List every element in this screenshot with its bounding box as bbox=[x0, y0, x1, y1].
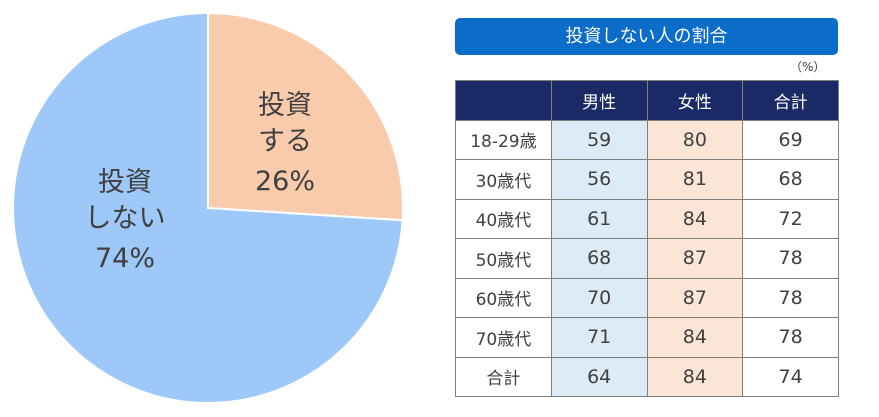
table-cell: 59 bbox=[550, 119, 648, 160]
table-cell: 81 bbox=[646, 159, 744, 200]
table-cell: 78 bbox=[742, 277, 839, 318]
table-cell: 68 bbox=[550, 238, 648, 279]
table-cell: 69 bbox=[742, 119, 839, 160]
table-cell: 84 bbox=[646, 356, 744, 397]
slice-category: 投資 しない bbox=[84, 167, 166, 234]
slice-label: 投資 する 26% bbox=[220, 88, 350, 200]
table-row: 60歳代 70 87 78 bbox=[455, 277, 839, 318]
table: 男性 女性 合計 18-29歳 59 80 69 30歳代 56 81 68 40歳代 61 84 72 50… bbox=[455, 80, 839, 397]
slice-value-label: 26% bbox=[254, 166, 315, 197]
table-cell: 64 bbox=[550, 356, 648, 397]
row-label: 50歳代 bbox=[455, 238, 552, 279]
row-label: 18-29歳 bbox=[455, 119, 552, 160]
table-cell: 78 bbox=[742, 238, 839, 279]
row-label: 30歳代 bbox=[455, 159, 552, 200]
table-row: 40歳代 61 84 72 bbox=[455, 198, 839, 239]
table-cell: 84 bbox=[646, 198, 744, 239]
table-cell: 87 bbox=[646, 238, 744, 279]
table-row: 30歳代 56 81 68 bbox=[455, 159, 839, 200]
header-cell bbox=[455, 80, 552, 121]
row-label: 70歳代 bbox=[455, 317, 552, 358]
table-cell: 72 bbox=[742, 198, 839, 239]
table-cell: 84 bbox=[646, 317, 744, 358]
table-cell: 78 bbox=[742, 317, 839, 358]
header-cell: 女性 bbox=[646, 80, 744, 121]
row-label: 合計 bbox=[455, 356, 552, 397]
table-cell: 71 bbox=[550, 317, 648, 358]
slice-category: 投資 する bbox=[258, 90, 312, 157]
pie-slice bbox=[12, 11, 404, 404]
slice-value-label: 74% bbox=[94, 243, 155, 274]
table-cell: 56 bbox=[550, 159, 648, 200]
table-cell: 70 bbox=[550, 277, 648, 318]
table-cell: 74 bbox=[742, 356, 839, 397]
table-cell: 80 bbox=[646, 119, 744, 160]
table-cell: 61 bbox=[550, 198, 648, 239]
slice-label: 投資 しない 74% bbox=[60, 165, 190, 277]
header-cell: 男性 bbox=[550, 80, 648, 121]
table-row: 合計 64 84 74 bbox=[455, 356, 839, 397]
table-row: 70歳代 71 84 78 bbox=[455, 317, 839, 358]
row-label: 60歳代 bbox=[455, 277, 552, 318]
row-label: 40歳代 bbox=[455, 198, 552, 239]
table-row: 18-29歳 59 80 69 bbox=[455, 119, 839, 160]
table-cell: 68 bbox=[742, 159, 839, 200]
table-unit: （%） bbox=[790, 60, 826, 74]
header-row: 男性 女性 合計 bbox=[455, 80, 839, 121]
pie-chart bbox=[12, 11, 404, 404]
table-cell: 87 bbox=[646, 277, 744, 318]
table-row: 50歳代 68 87 78 bbox=[455, 238, 839, 279]
header-cell: 合計 bbox=[742, 80, 839, 121]
pie-slice bbox=[207, 11, 404, 222]
table-title: 投資しない人の割合 bbox=[455, 18, 838, 55]
